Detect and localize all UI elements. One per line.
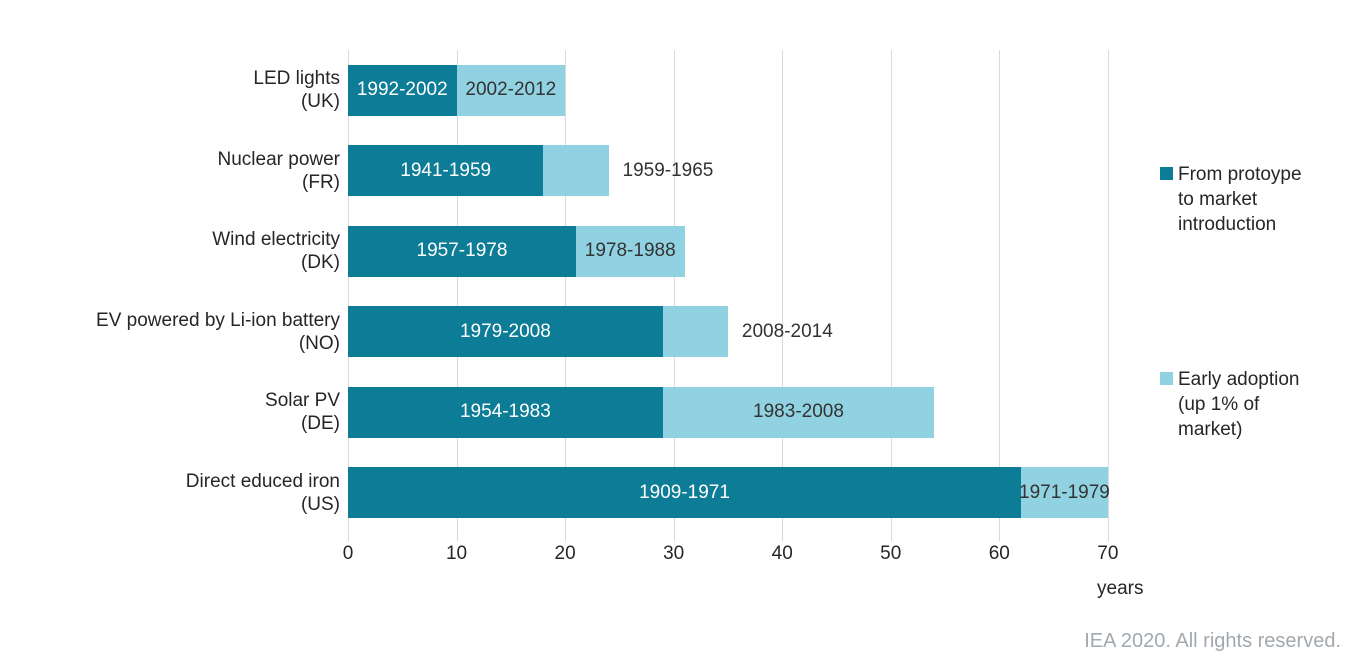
- x-tick-label-20: 20: [554, 543, 576, 564]
- bar-segment-prototype: 1909-1971: [348, 467, 1022, 519]
- bar-track: 1941-1959 1959-1965: [348, 145, 1135, 197]
- category-label: EV powered by Li-ion battery (NO): [0, 309, 348, 355]
- chart-row: EV powered by Li-ion battery (NO) 1979-200…: [0, 292, 1135, 373]
- bar-segment-prototype: 1957-1978: [348, 225, 576, 277]
- category-label: Direct educed iron (US): [0, 470, 348, 516]
- category-label: LED lights (UK): [0, 67, 348, 113]
- chart-row: Solar PV (DE) 1954-1983 1983-2008: [0, 372, 1135, 453]
- category-name: LED lights: [253, 68, 340, 90]
- category-country: (DK): [300, 252, 340, 274]
- gridline-0: [348, 50, 349, 541]
- bar-track: 1954-1983 1983-2008: [348, 386, 1135, 438]
- legend-swatch-prototype: [1160, 167, 1173, 180]
- bar-segment-early-adoption: 1983-2008: [662, 386, 935, 438]
- bar-rows: LED lights (UK) 1992-2002 2002-2012 Nuclear …: [0, 50, 1135, 533]
- gridline-50: [890, 50, 892, 541]
- gridline-70: [1107, 50, 1109, 541]
- bar-segment-early-adoption: 1978-1988: [575, 225, 685, 277]
- category-name: Wind electricity: [212, 229, 340, 251]
- x-tick-label-40: 40: [771, 543, 793, 564]
- x-tick-label-30: 30: [663, 543, 685, 564]
- gridlines: [348, 50, 1135, 541]
- x-tick-label-70: 70: [1097, 543, 1119, 564]
- category-country: (FR): [302, 171, 340, 193]
- category-label: Nuclear power (FR): [0, 148, 348, 194]
- legend-item-prototype: From protoype to market introduction: [1160, 162, 1302, 237]
- category-country: (DE): [300, 413, 340, 435]
- chart-row: Wind electricity (DK) 1957-1978 1978-1988: [0, 211, 1135, 292]
- bar-segment-early-adoption: [543, 145, 609, 197]
- chart-row: LED lights (UK) 1992-2002 2002-2012: [0, 50, 1135, 131]
- bar-track: 1909-1971 1971-1979: [348, 467, 1135, 519]
- legend-label-early-adoption: Early adoption (up 1% of market): [1178, 369, 1300, 440]
- legend-swatch-early-adoption: [1160, 372, 1173, 385]
- category-name: Nuclear power: [217, 148, 341, 170]
- x-axis: 0 10 20 30 40 50 60 70: [343, 543, 1135, 567]
- legend-label-prototype: From protoype to market introduction: [1178, 164, 1302, 235]
- bar-outside-label: 1959-1965: [622, 159, 714, 181]
- gridline-10: [456, 50, 458, 541]
- gridline-20: [565, 50, 567, 541]
- gridline-40: [782, 50, 784, 541]
- bar-segment-prototype: 1954-1983: [348, 386, 663, 438]
- bar-segment-prototype: 1941-1959: [348, 145, 544, 197]
- bar-segment-early-adoption: 1971-1979: [1019, 467, 1110, 519]
- category-country: (NO): [298, 332, 340, 354]
- gridline-60: [999, 50, 1001, 541]
- chart-row: Direct educed iron (US) 1909-1971 1971-1979: [0, 453, 1135, 534]
- x-tick-label-0: 0: [342, 543, 354, 564]
- category-name: EV powered by Li-ion battery: [96, 309, 340, 331]
- category-name: Direct educed iron: [185, 470, 340, 492]
- x-tick-label-10: 10: [445, 543, 468, 564]
- bar-track: 1957-1978 1978-1988: [348, 225, 1135, 277]
- x-tick-label-50: 50: [880, 543, 902, 564]
- category-label: Solar PV (DE): [0, 389, 348, 435]
- category-country: (US): [300, 493, 340, 515]
- bar-segment-prototype: 1992-2002: [348, 64, 457, 116]
- category-label: Wind electricity (DK): [0, 228, 348, 274]
- gridline-30: [673, 50, 675, 541]
- chart-row: Nuclear power (FR) 1941-1959 1959-1965: [0, 131, 1135, 212]
- bar-segment-early-adoption: [662, 306, 728, 358]
- category-country: (UK): [300, 91, 340, 113]
- x-tick-label-60: 60: [988, 543, 1010, 564]
- legend: From protoype to market introduction Ear…: [1160, 0, 1350, 672]
- bar-outside-label: 2008-2014: [741, 320, 833, 342]
- copyright-note: IEA 2020. All rights reserved.: [1084, 630, 1341, 652]
- bar-segment-prototype: 1979-2008: [348, 306, 663, 358]
- x-axis-unit-label: years: [1097, 578, 1144, 599]
- category-name: Solar PV: [265, 390, 340, 412]
- bar-segment-early-adoption: 2002-2012: [456, 64, 566, 116]
- legend-item-early-adoption: Early adoption (up 1% of market): [1160, 367, 1299, 442]
- technology-adoption-chart: LED lights (UK) 1992-2002 2002-2012 Nuclear …: [0, 50, 1135, 541]
- bar-track: 1992-2002 2002-2012: [348, 64, 1135, 116]
- bar-track: 1979-2008 2008-2014: [348, 306, 1135, 358]
